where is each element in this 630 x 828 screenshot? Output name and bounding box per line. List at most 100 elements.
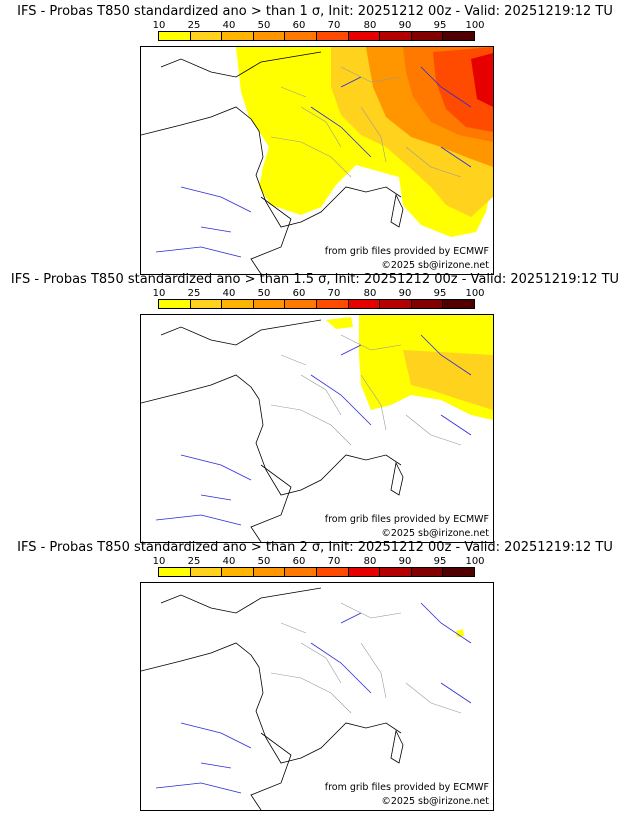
map-area: from grib files provided by ECMWF ©2025 … — [140, 46, 494, 275]
colorbar-label: 60 — [292, 556, 306, 567]
colorbar-label: 40 — [222, 20, 236, 31]
colorbar-label: 95 — [433, 20, 447, 31]
colorbar-segment — [411, 568, 444, 576]
map-graphic — [141, 47, 493, 274]
colorbar-label: 60 — [292, 288, 306, 299]
colorbar-label: 80 — [363, 556, 377, 567]
colorbar-segment — [380, 32, 412, 40]
panel-title: IFS - Probas T850 standardized ano > tha… — [17, 540, 613, 555]
region-borders — [270, 602, 462, 714]
colorbar-segment — [222, 32, 254, 40]
colorbar-segment — [159, 32, 191, 40]
colorbar-label: 70 — [327, 556, 341, 567]
map-area: from grib files provided by ECMWF ©2025 … — [140, 582, 494, 811]
coastline-spain — [250, 196, 292, 274]
colorbar-segment — [348, 300, 381, 308]
map-graphic — [141, 315, 493, 542]
colorbar-segment — [443, 300, 474, 308]
colorbar-label: 90 — [398, 20, 412, 31]
prob-area-25 — [403, 350, 493, 410]
map-panel-1sigma: IFS - Probas T850 standardized ano > tha… — [0, 4, 630, 275]
map-panel-2sigma: IFS - Probas T850 standardized ano > tha… — [0, 540, 630, 811]
colorbar-segment — [443, 568, 474, 576]
coastline — [141, 642, 402, 764]
colorbar-label: 95 — [433, 556, 447, 567]
colorbar-label: 10 — [152, 556, 166, 567]
colorbar-label: 60 — [292, 20, 306, 31]
colorbar-label: 70 — [327, 20, 341, 31]
copyright-credit: ©2025 sb@irizone.net — [381, 796, 489, 808]
colorbar-label: 100 — [465, 20, 485, 31]
colorbar-label: 40 — [222, 556, 236, 567]
colorbar-segment — [159, 568, 191, 576]
colorbar-labels: 10 25 40 50 60 70 80 90 95 100 — [150, 20, 485, 31]
colorbar-label: 90 — [398, 556, 412, 567]
colorbar-segment — [285, 32, 317, 40]
colorbar-segment — [285, 568, 317, 576]
map-panel-1-5sigma: IFS - Probas T850 standardized ano > tha… — [0, 272, 630, 543]
coastline — [141, 106, 402, 228]
region-borders — [270, 66, 462, 178]
colorbar-label: 10 — [152, 20, 166, 31]
coastline-uk — [160, 319, 322, 346]
colorbar-label: 25 — [187, 20, 201, 31]
colorbar-label: 90 — [398, 288, 412, 299]
colorbar-segment — [285, 300, 317, 308]
prob-area-10-belgium — [326, 317, 353, 329]
rivers — [155, 66, 472, 258]
colorbar-segment — [411, 300, 444, 308]
colorbar-label: 80 — [363, 20, 377, 31]
colorbar-segment — [348, 568, 381, 576]
panel-title: IFS - Probas T850 standardized ano > tha… — [17, 4, 613, 19]
colorbar-label: 40 — [222, 288, 236, 299]
colorbar — [158, 31, 475, 41]
colorbar-segment — [222, 300, 254, 308]
corsica-outline — [390, 461, 404, 496]
coastline — [141, 374, 402, 496]
colorbar-segment — [159, 300, 191, 308]
source-credit: from grib files provided by ECMWF — [324, 514, 489, 526]
colorbar — [158, 299, 475, 309]
colorbar-segment — [190, 568, 223, 576]
colorbar-label: 80 — [363, 288, 377, 299]
colorbar-label: 50 — [257, 556, 271, 567]
colorbar-segment — [316, 32, 349, 40]
colorbar-segment — [222, 568, 254, 576]
copyright-credit: ©2025 sb@irizone.net — [381, 260, 489, 272]
colorbar-segment — [253, 32, 286, 40]
colorbar-label: 95 — [433, 288, 447, 299]
coastline-uk — [160, 51, 322, 78]
map-graphic — [141, 587, 472, 810]
source-credit: from grib files provided by ECMWF — [324, 246, 489, 258]
colorbar-label: 50 — [257, 20, 271, 31]
region-borders — [270, 334, 462, 446]
colorbar — [158, 567, 475, 577]
colorbar-label: 100 — [465, 556, 485, 567]
colorbar-segment — [380, 568, 412, 576]
colorbar-segment — [411, 32, 444, 40]
colorbar-segment — [380, 300, 412, 308]
colorbar-label: 50 — [257, 288, 271, 299]
colorbar-label: 100 — [465, 288, 485, 299]
colorbar-segment — [348, 32, 381, 40]
colorbar-labels: 10 25 40 50 60 70 80 90 95 100 — [150, 288, 485, 299]
colorbar-segment — [316, 568, 349, 576]
colorbar-segment — [316, 300, 349, 308]
prob-area-80 — [471, 53, 493, 107]
rivers — [155, 602, 472, 794]
source-credit: from grib files provided by ECMWF — [324, 782, 489, 794]
copyright-credit: ©2025 sb@irizone.net — [381, 528, 489, 540]
coastline-spain — [250, 732, 292, 810]
prob-area-10-small — [456, 629, 464, 637]
rivers — [155, 334, 472, 526]
corsica-outline — [390, 729, 404, 764]
colorbar-segment — [443, 32, 474, 40]
colorbar-segment — [253, 568, 286, 576]
coastline-spain — [250, 464, 292, 542]
colorbar-segment — [253, 300, 286, 308]
colorbar-label: 25 — [187, 288, 201, 299]
colorbar-label: 25 — [187, 556, 201, 567]
colorbar-label: 10 — [152, 288, 166, 299]
corsica-outline — [390, 193, 404, 228]
colorbar-labels: 10 25 40 50 60 70 80 90 95 100 — [150, 556, 485, 567]
